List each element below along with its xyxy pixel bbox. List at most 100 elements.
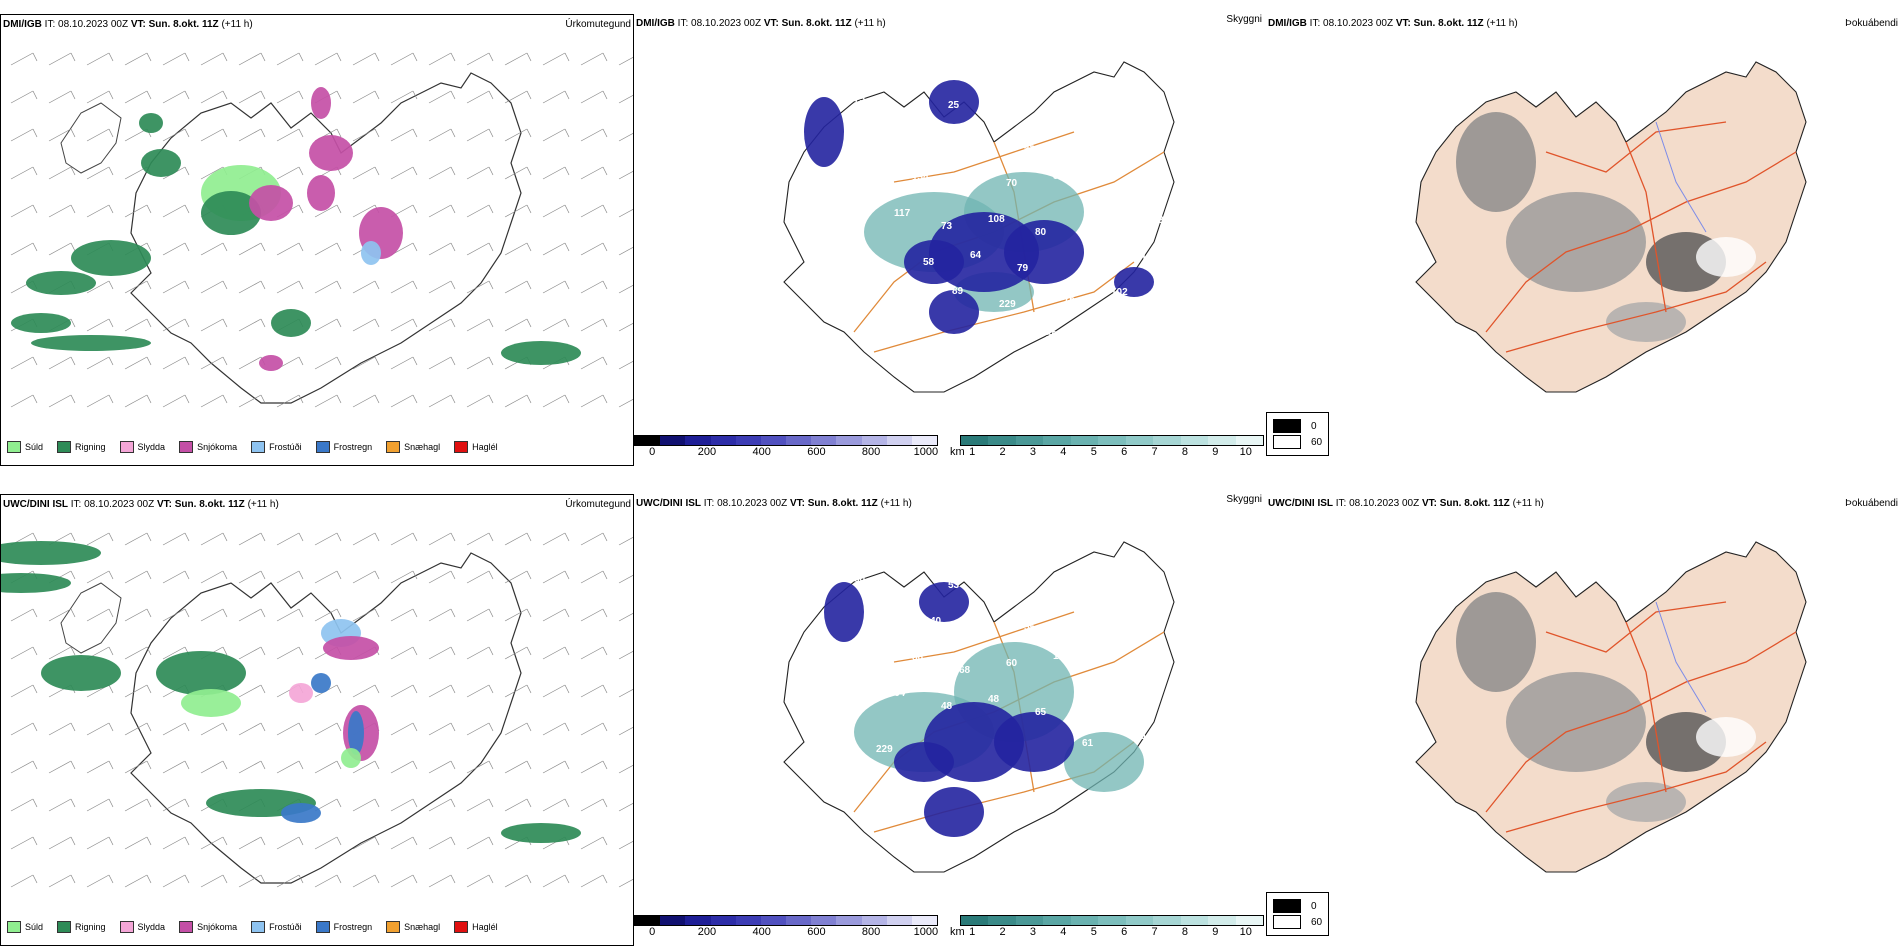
fog-legend-row: 0 [1273,419,1322,433]
colorbar-cell [1043,436,1071,445]
visibility-panel-top: DMI/IGB IT: 08.10.2023 00Z VT: Sun. 8.ok… [634,14,1268,466]
colorbar-tick: 800 [861,926,881,938]
legend-label: Haglél [472,922,498,932]
legend-item: Slydda [119,441,166,453]
colorbar-cell [1015,436,1044,445]
colorbar-tick: 9 [1212,926,1219,938]
colorbar-cell [1208,436,1236,445]
fog-legend-swatch [1273,899,1301,913]
colorbar-cell [660,916,686,925]
ceiling-colorbar: m02004006008001000 [634,915,938,938]
colorbar-cell [1125,916,1154,925]
fog-map [1415,541,1807,873]
colorbar-cell [1125,436,1154,445]
legend-label: Rigning [75,922,106,932]
legend-label: Haglél [472,442,498,452]
colorbar-cell [886,436,912,445]
colorbar-tick: 800 [861,446,881,458]
colorbar-cell [1070,916,1099,925]
colorbar-cell [685,436,711,445]
fog-map [1415,61,1807,393]
colorbar-cell [635,436,661,445]
legend-item: Snæhagl [386,441,440,453]
ceiling-value-label: 105 [1129,731,1146,742]
colorbar-tick: 0 [649,446,656,458]
colorbar-cell [710,916,736,925]
colorbar-tick: 2 [999,446,1006,458]
precip-legend: Súld Rigning Slydda Snjókoma Frostúði Frostre… [7,921,498,933]
colorbar-cell [988,916,1016,925]
variable-name: Úrkomutegund [565,499,631,510]
ceiling-value-label: 47 [1042,106,1054,117]
fog-legend-label: 60 [1311,916,1323,928]
colorbar-tick: 6 [1121,446,1128,458]
legend-swatch [315,921,330,933]
ceiling-value-label: 53 [948,580,960,591]
colorbar-cell [861,436,887,445]
ceiling-value-label: 45 [1024,142,1036,153]
variable-name: Þokuábendi [1845,498,1898,509]
ceiling-value-label: 44 [865,659,877,670]
legend-item: Snjókoma [179,921,237,933]
legend-swatch [7,441,21,453]
panel-header: UWC/DINI ISL IT: 08.10.2023 00Z VT: Sun.… [3,499,631,513]
colorbar-tick: 5 [1090,926,1097,938]
fog-legend-row: 60 [1273,915,1322,929]
legend-item: Frostúði [251,441,302,453]
colorbar-cell [735,916,761,925]
colorbar-cell [735,436,761,445]
colorbar-cell [811,916,837,925]
ceiling-value-label: 56 [1071,615,1083,626]
legend-swatch [386,441,401,453]
legend-item: Slydda [119,921,165,933]
legend-item: Haglél [454,441,498,453]
colorbar-strip [960,435,1264,446]
colorbar-ticks: km 1 2 3 4 5 6 7 8 9 10 [950,926,1264,938]
legend-label: Snæhagl [404,922,441,932]
visibility-map: 80 45 53 48 37 43 50 48 40 72 55 56 65 44 86 68 60 15 41 58… [783,541,1175,873]
init-time: 08.10.2023 00Z [691,18,762,29]
colorbar-tick: 10 [1239,446,1252,458]
legend-item: Súld [7,441,43,453]
colorbar-tick: 10 [1239,926,1252,938]
colorbar-cell [660,436,686,445]
legend-swatch [251,441,266,453]
visibility-panel-bottom: UWC/DINI ISL IT: 08.10.2023 00Z VT: Sun.… [634,494,1268,946]
ceiling-value-label: 65 [1035,707,1047,718]
colorbar-tick: 1000 [913,926,939,938]
precip-type-panel-bottom: UWC/DINI ISL IT: 08.10.2023 00Z VT: Sun.… [0,494,634,946]
colorbar-tick: 8 [1181,926,1189,938]
ceiling-value-label: 134 [912,172,929,183]
fog-legend-label: 0 [1311,420,1317,432]
ceiling-value-label: 67 [865,179,877,190]
colorbar-cell [1153,436,1181,445]
colorbar-cell [1098,436,1126,445]
colorbar-tick: 600 [807,446,826,458]
colorbar-tick: 200 [697,926,717,938]
ceiling-value-label: 88 [1053,171,1065,182]
init-time: 08.10.2023 00Z [58,19,129,30]
colorbar-unit: km [950,446,965,458]
colorbar-cell [685,916,711,925]
legend-label: Slydda [137,442,166,452]
ceiling-value-label: 64 [894,688,906,699]
visibility-colorbar: km 1 2 3 4 5 6 7 8 9 10 [950,435,1264,458]
ceiling-value-label: 48 [995,593,1007,604]
colorbar-cell [836,436,862,445]
ceiling-value-label: 229 [876,744,893,755]
colorbar-tick: 600 [807,926,826,938]
ceiling-value-label: 37 [1042,586,1054,597]
ceiling-value-label: 64 [970,250,982,261]
ceiling-value-label: 80 [1035,227,1047,238]
colorbar-cell [710,436,736,445]
ceiling-value-label: 45 [901,587,913,598]
legend-swatch [386,921,401,933]
colorbar-tick: 3 [1029,926,1037,938]
model-name: DMI/IGB [636,18,675,29]
colorbar-tick: 7 [1151,926,1158,938]
colorbar-tick: 3 [1029,446,1037,458]
legend-item: Haglél [454,921,498,933]
ceiling-value-label: 75 [854,94,866,105]
ceiling-value-label: 86 [912,652,924,663]
colorbar-cell [760,916,787,925]
